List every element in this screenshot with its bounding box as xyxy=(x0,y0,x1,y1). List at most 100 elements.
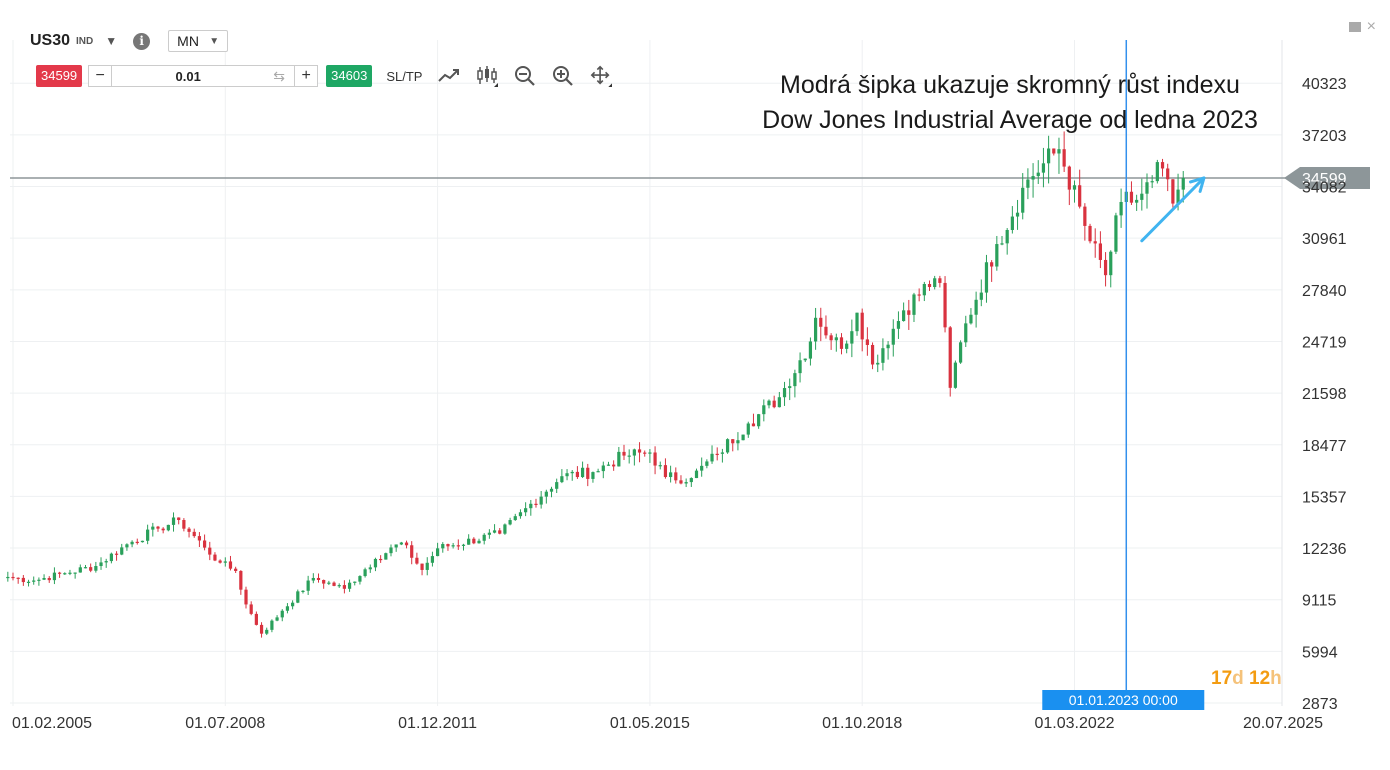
candle-body xyxy=(379,558,383,561)
candle-body xyxy=(819,317,823,327)
candle-body xyxy=(694,470,699,479)
candle-body xyxy=(720,452,724,454)
countdown-days: 17 xyxy=(1211,668,1233,689)
candle-body xyxy=(684,482,688,484)
crosshair: 01.01.2023 00:00 xyxy=(1042,40,1205,710)
buy-button[interactable]: 34603 xyxy=(326,65,373,87)
timeframe-select[interactable]: MN ▼ xyxy=(168,30,229,52)
candle-body xyxy=(881,348,885,363)
candle-body xyxy=(865,339,869,345)
time-tick-label: 20.07.2025 xyxy=(1243,715,1323,732)
move-icon[interactable] xyxy=(590,65,613,87)
candle-body xyxy=(130,541,134,545)
candle-body xyxy=(705,461,709,466)
growth-arrow xyxy=(1140,176,1206,243)
candle-body xyxy=(410,545,414,558)
candle-body xyxy=(710,453,714,462)
candle-body xyxy=(1083,206,1087,226)
candle-body xyxy=(829,335,833,341)
candle-body xyxy=(254,613,258,625)
candle-body xyxy=(234,568,238,571)
candle-body xyxy=(964,323,968,343)
candle-body xyxy=(161,528,165,531)
volume-increase-button[interactable]: + xyxy=(294,66,317,86)
candle-body xyxy=(1145,182,1149,194)
candle-body xyxy=(943,282,947,328)
crosshair-date-label: 01.01.2023 00:00 xyxy=(1069,692,1178,708)
candle-body xyxy=(793,373,797,387)
candle-body xyxy=(192,531,196,537)
candle-body xyxy=(197,536,202,541)
candle-body xyxy=(870,344,875,365)
candle-body xyxy=(990,262,994,267)
info-icon[interactable]: i xyxy=(133,32,151,50)
candle-body xyxy=(984,262,989,293)
candle-body xyxy=(37,579,41,581)
candle-body xyxy=(1072,185,1077,190)
countdown-days-unit: d xyxy=(1232,668,1244,689)
minimize-icon[interactable] xyxy=(1348,22,1361,32)
volume-stepper[interactable]: − 0.01 ⇆ + xyxy=(88,65,319,87)
chart-annotation: Modrá šipka ukazuje skromný růst indexu … xyxy=(700,68,1320,138)
candle-body xyxy=(601,465,605,472)
time-tick-label: 01.02.2005 xyxy=(12,715,92,732)
price-tick-label: 18477 xyxy=(1302,438,1347,455)
candle-body xyxy=(353,581,357,583)
candle-body xyxy=(171,517,176,525)
candle-body xyxy=(637,449,642,453)
crosshair-date-box xyxy=(1042,690,1205,710)
candle-body xyxy=(213,554,217,561)
candle-body xyxy=(663,465,668,478)
candle-body xyxy=(886,344,890,349)
candle-body xyxy=(280,610,284,618)
candle-body xyxy=(399,542,403,545)
chevron-down-icon: ▼ xyxy=(209,35,220,47)
candle-body xyxy=(57,572,62,574)
sell-button[interactable]: 34599 xyxy=(36,65,83,87)
swap-icon[interactable]: ⇆ xyxy=(273,67,286,84)
candle-body xyxy=(757,414,761,427)
timeframe-value: MN xyxy=(177,33,199,49)
volume-input[interactable]: 0.01 xyxy=(175,68,201,84)
candle-body xyxy=(316,577,321,580)
line-chart-icon[interactable] xyxy=(438,65,460,87)
candle-body xyxy=(456,545,460,547)
price-tick-label: 15357 xyxy=(1302,489,1347,506)
candle-body xyxy=(244,589,248,605)
candle-body xyxy=(524,508,528,513)
symbol-dropdown-icon[interactable]: ▼ xyxy=(105,34,118,48)
candle-body xyxy=(208,547,212,555)
candle-body xyxy=(275,617,279,621)
candlestick-icon[interactable] xyxy=(476,65,499,87)
candle-countdown: 17d 12h xyxy=(1211,668,1282,690)
candle-body xyxy=(798,360,802,374)
candle-body xyxy=(140,540,145,543)
candle-body xyxy=(1166,168,1170,180)
price-tick-label: 30961 xyxy=(1302,231,1347,248)
candle-body xyxy=(389,547,393,554)
candle-body xyxy=(285,606,290,611)
candle-body xyxy=(1088,225,1092,242)
zoom-in-icon[interactable] xyxy=(552,65,574,87)
zoom-out-icon[interactable] xyxy=(514,65,536,87)
candle-body xyxy=(503,524,507,534)
close-icon[interactable]: × xyxy=(1366,18,1376,35)
candle-body xyxy=(6,576,10,579)
candle-body xyxy=(731,439,735,444)
candle-body xyxy=(1021,187,1025,213)
volume-decrease-button[interactable]: − xyxy=(89,66,113,86)
candle-body xyxy=(482,534,486,541)
price-tick-label: 34082 xyxy=(1302,180,1347,197)
sl-tp-button[interactable]: SL/TP xyxy=(386,68,423,84)
symbol-name[interactable]: US30 xyxy=(30,32,71,49)
candle-body xyxy=(555,482,559,489)
candle-body xyxy=(477,540,481,544)
price-tick-label: 9115 xyxy=(1302,593,1337,610)
time-tick-label: 01.03.2022 xyxy=(1034,715,1114,732)
candle-body xyxy=(89,567,93,571)
candle-body xyxy=(73,572,77,574)
candle-body xyxy=(296,591,300,603)
candle-body xyxy=(1047,148,1051,164)
candle-body xyxy=(1036,172,1040,177)
